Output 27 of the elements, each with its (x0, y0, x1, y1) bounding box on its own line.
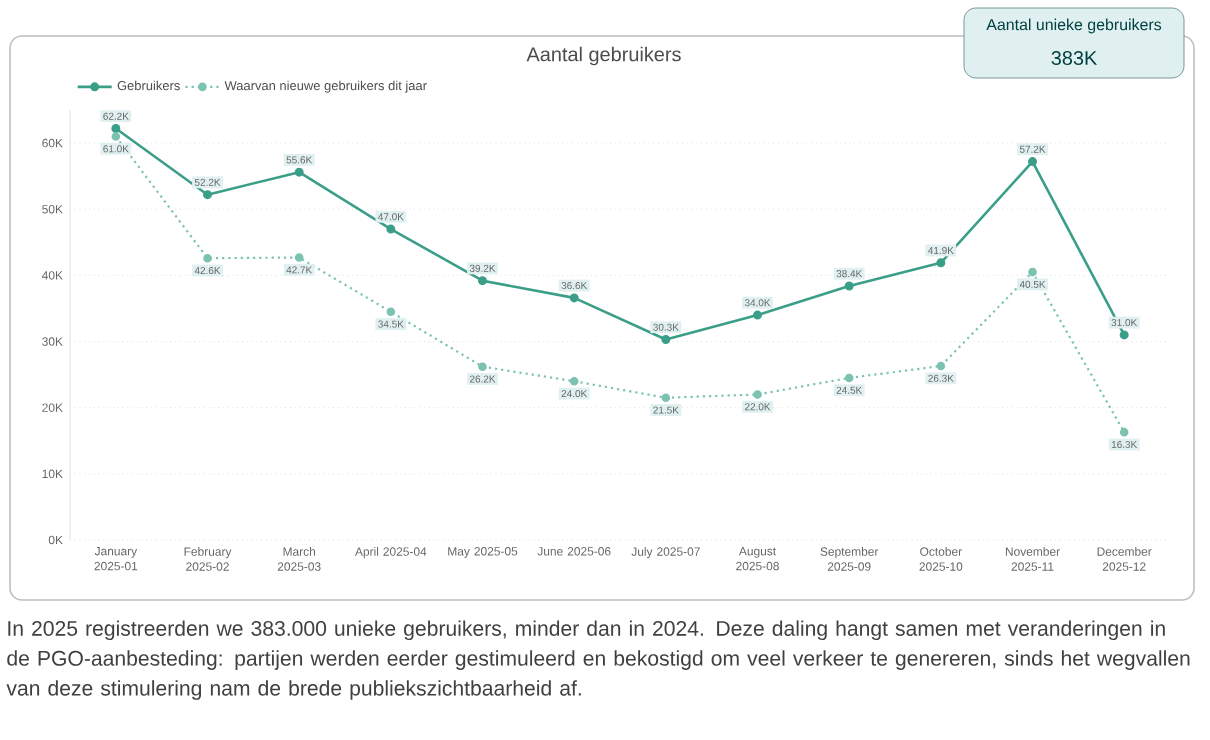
point (569, 293, 579, 303)
point (111, 132, 121, 141)
point (478, 276, 488, 286)
text: 383K (1051, 50, 1098, 66)
point (386, 307, 396, 317)
point (203, 253, 212, 263)
point (294, 253, 304, 262)
text: In 2025 registreerden we 383.000 unieke gebruikers, minder dan in 2024. Deze daling hangt samen met veranderingen in de PGO-aanbesteding: partijen werden eerder gestimuleerd en bekostigd om veel verkeer te genereren, sinds het wegvallen van deze stimulering nam de brede publiekszichtbaarheid af. (6, 620, 1190, 700)
point (1028, 157, 1038, 167)
point (294, 167, 304, 177)
point (661, 393, 671, 403)
point (111, 124, 121, 134)
point (661, 335, 671, 345)
point (1119, 330, 1129, 340)
point (844, 281, 854, 291)
point (478, 362, 487, 371)
point (753, 390, 762, 399)
chart-title: Aantal gebruikers (526, 46, 681, 66)
point (753, 310, 763, 320)
point (1119, 427, 1129, 437)
point (386, 224, 396, 234)
point (203, 190, 213, 200)
point (936, 361, 946, 371)
point (1028, 267, 1037, 277)
point (936, 258, 946, 268)
point (569, 376, 579, 386)
point (844, 373, 854, 383)
